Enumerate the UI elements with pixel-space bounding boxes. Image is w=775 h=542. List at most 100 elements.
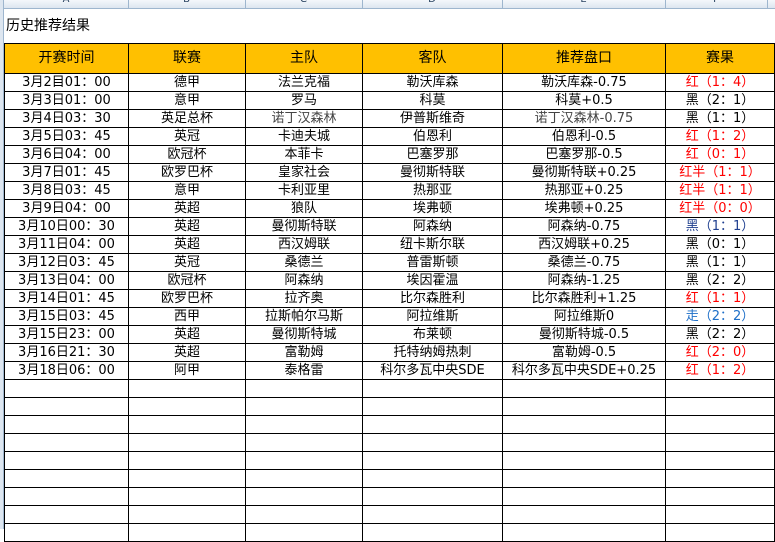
cell-home[interactable]: 狼队 [245, 199, 363, 218]
cell-pick[interactable]: 曼彻斯特联+0.25 [502, 163, 666, 182]
cell-away[interactable]: 科莫 [362, 91, 503, 110]
cell-home[interactable]: 曼彻斯特城 [245, 325, 363, 344]
cell-home[interactable]: 法兰克福 [245, 73, 363, 92]
cell-result[interactable]: 红（1：4） [665, 73, 775, 92]
empty-cell[interactable] [362, 379, 503, 398]
empty-cell[interactable] [502, 451, 666, 470]
cell-away[interactable]: 热那亚 [362, 181, 503, 200]
cell-result[interactable]: 红半（1：1） [665, 163, 775, 182]
empty-cell[interactable] [4, 487, 129, 506]
column-divider[interactable] [245, 0, 246, 8]
cell-league[interactable]: 英超 [128, 325, 246, 344]
cell-pick[interactable]: 阿森纳-0.75 [502, 217, 666, 236]
empty-cell[interactable] [665, 469, 775, 488]
empty-cell[interactable] [245, 379, 363, 398]
cell-league[interactable]: 西甲 [128, 307, 246, 326]
cell-league[interactable]: 阿甲 [128, 361, 246, 380]
cell-league[interactable]: 英超 [128, 217, 246, 236]
column-letter[interactable]: D [428, 0, 436, 5]
column-divider[interactable] [502, 0, 503, 8]
empty-cell[interactable] [362, 433, 503, 452]
cell-home[interactable]: 拉齐奥 [245, 289, 363, 308]
cell-pick[interactable]: 伯恩利-0.5 [502, 127, 666, 146]
cell-result[interactable]: 黑（1：1） [665, 109, 775, 128]
cell-away[interactable]: 比尔森胜利 [362, 289, 503, 308]
cell-pick[interactable]: 热那亚+0.25 [502, 181, 666, 200]
empty-cell[interactable] [245, 505, 363, 524]
empty-cell[interactable] [4, 415, 129, 434]
empty-cell[interactable] [502, 397, 666, 416]
column-letter[interactable]: B [183, 0, 190, 5]
empty-cell[interactable] [245, 523, 363, 542]
cell-pick[interactable]: 科莫+0.5 [502, 91, 666, 110]
cell-away[interactable]: 阿森纳 [362, 217, 503, 236]
cell-result[interactable]: 黑（1：1） [665, 217, 775, 236]
cell-home[interactable]: 泰格雷 [245, 361, 363, 380]
cell-time[interactable]: 3月15日23：00 [4, 325, 129, 344]
cell-away[interactable]: 纽卡斯尔联 [362, 235, 503, 254]
cell-result[interactable]: 黑（2：2） [665, 271, 775, 290]
empty-cell[interactable] [362, 505, 503, 524]
empty-cell[interactable] [4, 469, 129, 488]
cell-time[interactable]: 3月8日03：45 [4, 181, 129, 200]
cell-home[interactable]: 卡利亚里 [245, 181, 363, 200]
header-time[interactable]: 开赛时间 [4, 43, 129, 74]
column-divider[interactable] [665, 0, 666, 8]
cell-away[interactable]: 巴塞罗那 [362, 145, 503, 164]
cell-away[interactable]: 伯恩利 [362, 127, 503, 146]
column-letter[interactable]: F [713, 0, 719, 5]
cell-result[interactable]: 红半（1：1） [665, 181, 775, 200]
cell-pick[interactable]: 阿拉维斯0 [502, 307, 666, 326]
cell-home[interactable]: 曼彻斯特联 [245, 217, 363, 236]
cell-league[interactable]: 英冠 [128, 253, 246, 272]
cell-result[interactable]: 黑（2：2） [665, 325, 775, 344]
header-league[interactable]: 联赛 [128, 43, 246, 74]
cell-league[interactable]: 欧罗巴杯 [128, 289, 246, 308]
cell-league[interactable]: 英冠 [128, 127, 246, 146]
cell-time[interactable]: 3月11日04：00 [4, 235, 129, 254]
empty-cell[interactable] [665, 433, 775, 452]
cell-away[interactable]: 曼彻斯特联 [362, 163, 503, 182]
empty-cell[interactable] [665, 379, 775, 398]
empty-cell[interactable] [502, 469, 666, 488]
cell-away[interactable]: 埃弗顿 [362, 199, 503, 218]
cell-result[interactable]: 红（0：1） [665, 145, 775, 164]
empty-cell[interactable] [502, 379, 666, 398]
cell-home[interactable]: 阿森纳 [245, 271, 363, 290]
empty-cell[interactable] [128, 397, 246, 416]
empty-cell[interactable] [665, 415, 775, 434]
empty-cell[interactable] [245, 451, 363, 470]
cell-home[interactable]: 皇家社会 [245, 163, 363, 182]
cell-result[interactable]: 红（1：2） [665, 127, 775, 146]
cell-away[interactable]: 伊普斯维奇 [362, 109, 503, 128]
empty-cell[interactable] [128, 487, 246, 506]
cell-away[interactable]: 勒沃库森 [362, 73, 503, 92]
cell-home[interactable]: 罗马 [245, 91, 363, 110]
cell-time[interactable]: 3月18日06：00 [4, 361, 129, 380]
cell-result[interactable]: 红半（0：0） [665, 199, 775, 218]
empty-cell[interactable] [128, 523, 246, 542]
column-letter[interactable]: E [580, 0, 586, 5]
cell-pick[interactable]: 巴塞罗那-0.5 [502, 145, 666, 164]
empty-cell[interactable] [128, 379, 246, 398]
cell-home[interactable]: 卡迪夫城 [245, 127, 363, 146]
cell-result[interactable]: 红（1：1） [665, 289, 775, 308]
empty-cell[interactable] [362, 487, 503, 506]
empty-cell[interactable] [665, 487, 775, 506]
cell-pick[interactable]: 曼彻斯特城-0.5 [502, 325, 666, 344]
column-divider[interactable] [767, 0, 768, 8]
empty-cell[interactable] [362, 397, 503, 416]
cell-league[interactable]: 意甲 [128, 91, 246, 110]
empty-cell[interactable] [4, 397, 129, 416]
cell-time[interactable]: 3月9日04：00 [4, 199, 129, 218]
cell-pick[interactable]: 西汉姆联+0.25 [502, 235, 666, 254]
header-away[interactable]: 客队 [362, 43, 503, 74]
empty-cell[interactable] [362, 451, 503, 470]
empty-cell[interactable] [665, 505, 775, 524]
cell-league[interactable]: 德甲 [128, 73, 246, 92]
cell-pick[interactable]: 诺丁汉森林-0.75 [502, 109, 666, 128]
empty-cell[interactable] [502, 433, 666, 452]
cell-away[interactable]: 布莱顿 [362, 325, 503, 344]
empty-cell[interactable] [502, 505, 666, 524]
empty-cell[interactable] [245, 487, 363, 506]
